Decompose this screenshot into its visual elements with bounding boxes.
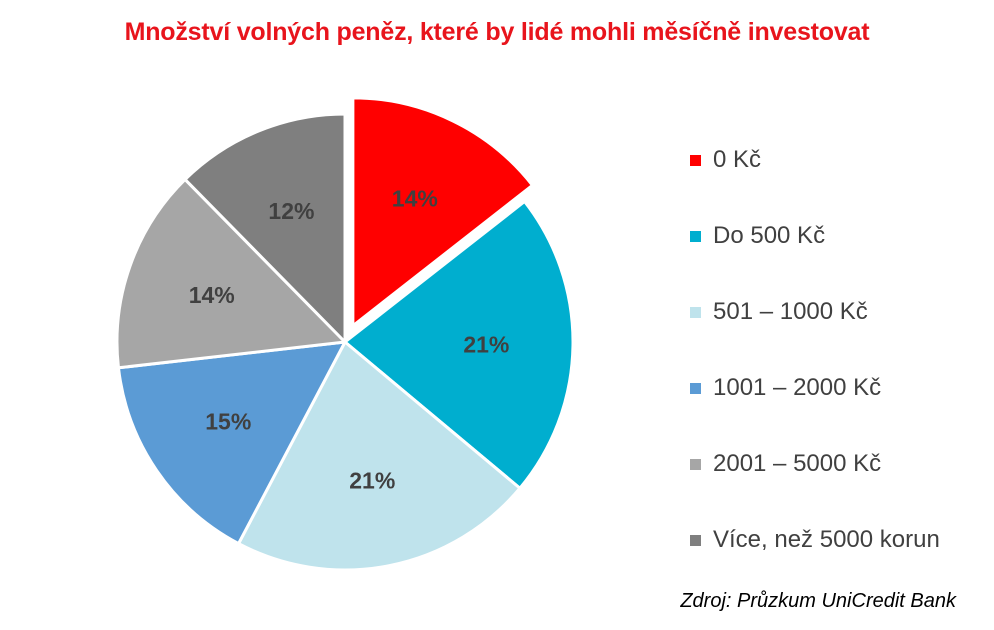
legend-label: 501 – 1000 Kč <box>713 298 868 325</box>
chart-title: Množství volných peněz, které by lidé mo… <box>124 18 870 46</box>
pie-slice-1001-2000-kc <box>116 340 347 546</box>
pie-slice-2001-5000-kc <box>115 177 347 370</box>
pie-slice-0-kc <box>351 96 534 328</box>
legend-label: 0 Kč <box>713 146 762 173</box>
legend-swatch <box>690 230 701 242</box>
data-label-501-1000-kc: 21% <box>349 468 395 494</box>
legend-label: 1001 – 2000 Kč <box>713 374 882 401</box>
pie-slice-501-1000-kc <box>237 340 522 572</box>
legend-swatch <box>690 382 701 394</box>
legend-label: Do 500 Kč <box>713 222 826 249</box>
legend-swatch <box>690 306 701 318</box>
legend: 0 Kč Do 500 Kč 501 – 1000 Kč 1001 – 2000 Kč… <box>690 142 940 598</box>
legend-label: Více, než 5000 korun <box>713 526 940 553</box>
data-label-0-kc: 14% <box>392 186 438 212</box>
legend-swatch <box>690 154 701 166</box>
data-label-vice-nez-5000-korun: 12% <box>268 198 314 224</box>
legend-item-501-1000-kc: 501 – 1000 Kč <box>690 294 940 330</box>
legend-swatch <box>690 534 701 546</box>
pie-slice-vice-nez-5000-korun <box>183 112 347 344</box>
data-label-do-500-kc: 21% <box>463 331 509 357</box>
source-note: Zdroj: Průzkum UniCredit Bank <box>680 590 956 612</box>
pie-slice-do-500-kc <box>343 200 575 490</box>
legend-item-1001-2000-kc: 1001 – 2000 Kč <box>690 370 940 406</box>
legend-item-0-kc: 0 Kč <box>690 142 940 178</box>
legend-item-vice-nez-5000-korun: Více, než 5000 korun <box>690 522 940 558</box>
legend-item-do-500-kc: Do 500 Kč <box>690 218 940 254</box>
legend-item-2001-5000-kc: 2001 – 5000 Kč <box>690 446 940 482</box>
data-label-2001-5000-kc: 14% <box>189 282 235 308</box>
legend-label: 2001 – 5000 Kč <box>713 450 882 477</box>
data-label-1001-2000-kc: 15% <box>205 409 251 435</box>
legend-swatch <box>690 458 701 470</box>
